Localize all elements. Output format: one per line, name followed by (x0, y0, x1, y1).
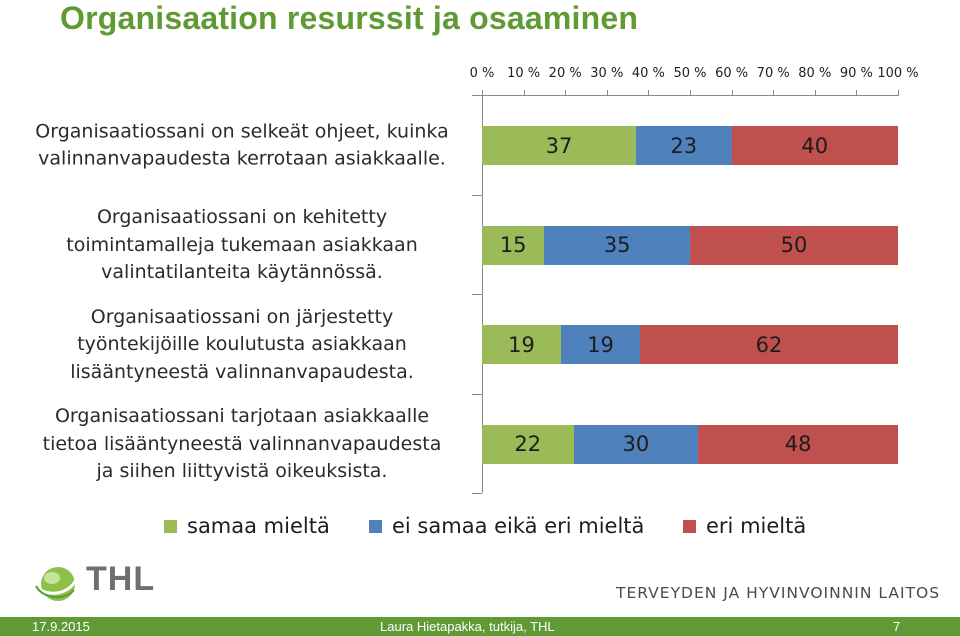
category-label-line: ja siihen liittyvistä oikeuksista. (96, 460, 388, 482)
thl-logo-text: THL (86, 560, 156, 598)
data-label: 30 (622, 432, 650, 457)
data-label: 48 (784, 432, 812, 457)
footer-page-number: 7 (893, 619, 901, 634)
category-label: Organisaatiossani on selkeät ohjeet, kui… (22, 118, 462, 173)
x-tick-mark (814, 90, 816, 96)
footer-date: 17.9.2015 (32, 619, 90, 634)
bar-segment (482, 126, 636, 166)
data-label: 62 (755, 332, 783, 357)
bar-segment (698, 424, 898, 464)
legend-label: eri mieltä (706, 514, 807, 538)
x-tick-label: 90 % (839, 66, 873, 81)
x-tick-label: 70 % (756, 66, 790, 81)
legend-item: samaa mieltä (164, 514, 330, 538)
category-label-line: valintatilanteita käytännössä. (101, 261, 383, 283)
category-label: Organisaatiossani tarjotaan asiakkaalle t… (22, 403, 462, 486)
bar-segment (482, 225, 545, 265)
footer-bar: 17.9.2015 Laura Hietapakka, tutkija, THL… (0, 617, 960, 636)
y-tick-mark (472, 194, 482, 196)
bar-segment (690, 225, 898, 265)
y-tick-mark (472, 294, 482, 295)
category-label: Organisaatiossani on kehitetty toimintama… (22, 204, 462, 287)
x-tick-label: 10 % (507, 66, 541, 81)
legend-swatch (683, 519, 696, 533)
y-tick-mark (472, 95, 482, 96)
legend-item: ei samaa eikä eri mieltä (369, 514, 644, 538)
data-label: 35 (603, 233, 631, 258)
x-tick-label: 50 % (673, 66, 707, 81)
category-label-line: Organisaatiossani tarjotaan asiakkaalle (54, 405, 430, 427)
x-tick-label: 30 % (590, 66, 624, 81)
x-tick-mark (731, 90, 733, 96)
bar-segment (482, 325, 562, 365)
data-label: 23 (670, 133, 698, 158)
x-tick-mark (690, 90, 691, 96)
x-tick-mark (606, 90, 608, 96)
x-tick-label: 20 % (548, 66, 582, 81)
chart-legend: samaa mieltä ei samaa eikä eri mieltä eri … (0, 514, 960, 544)
x-tick-mark (565, 90, 567, 96)
y-axis-line (482, 95, 483, 493)
x-tick-mark (773, 90, 775, 96)
legend-swatch (369, 519, 382, 533)
x-tick-label: 0 % (469, 66, 495, 81)
category-label-line: tietoa lisääntyneestä valinnanvapaudesta (42, 432, 442, 455)
bar-segment (731, 126, 898, 166)
bar-segment (544, 225, 690, 265)
legend-label: samaa mieltä (187, 514, 330, 538)
x-tick-label: 60 % (715, 66, 749, 81)
category-label-line: toimintamalleja tukemaan asiakkaan (66, 233, 418, 256)
x-tick-mark (648, 90, 650, 96)
x-tick-label: 100 % (877, 66, 919, 81)
legend-label: ei samaa eikä eri mieltä (392, 514, 645, 538)
data-label: 40 (801, 133, 829, 158)
bar-segment (482, 424, 574, 464)
x-tick-mark (856, 90, 858, 96)
data-label: 15 (499, 233, 527, 258)
category-label-line: lisääntyneestä valinnanvapaudesta. (70, 360, 414, 383)
category-label-line: valinnanvapaudesta kerrotaan asiakkaalle… (38, 147, 446, 170)
legend-swatch (164, 519, 177, 533)
page-title: Organisaation resurssit ja osaaminen (60, 0, 639, 36)
organization-name: TERVEYDEN JA HYVINVOINNIN LAITOS (616, 584, 941, 602)
data-label: 19 (587, 332, 614, 357)
x-tick-label: 40 % (631, 66, 665, 81)
category-label: Organisaatiossani on järjestetty työnteki… (22, 304, 462, 387)
y-tick-mark (472, 393, 482, 395)
bar-segment (640, 325, 898, 365)
bar-segment (561, 325, 641, 365)
category-label-line: Organisaatiossani on järjestetty (90, 305, 394, 328)
data-label: 37 (545, 133, 573, 158)
x-tick-label: 80 % (798, 66, 832, 81)
data-label: 19 (508, 332, 535, 357)
data-label: 50 (780, 233, 808, 258)
category-label-line: työntekijöille koulutusta asiakkaan (77, 333, 407, 355)
legend-item: eri mieltä (683, 514, 806, 538)
y-tick-mark (472, 493, 482, 494)
bar-segment (635, 126, 732, 166)
x-tick-mark (482, 90, 483, 96)
footer-author: Laura Hietapakka, tutkija, THL (380, 619, 555, 634)
bar-segment (573, 424, 699, 464)
category-label-line: Organisaatiossani on selkeät ohjeet, kui… (35, 120, 449, 143)
thl-logo-icon (35, 567, 78, 601)
x-tick-mark (898, 90, 899, 96)
category-label-line: Organisaatiossani on kehitetty (96, 206, 388, 228)
data-label: 22 (514, 432, 542, 457)
x-tick-mark (523, 90, 525, 96)
